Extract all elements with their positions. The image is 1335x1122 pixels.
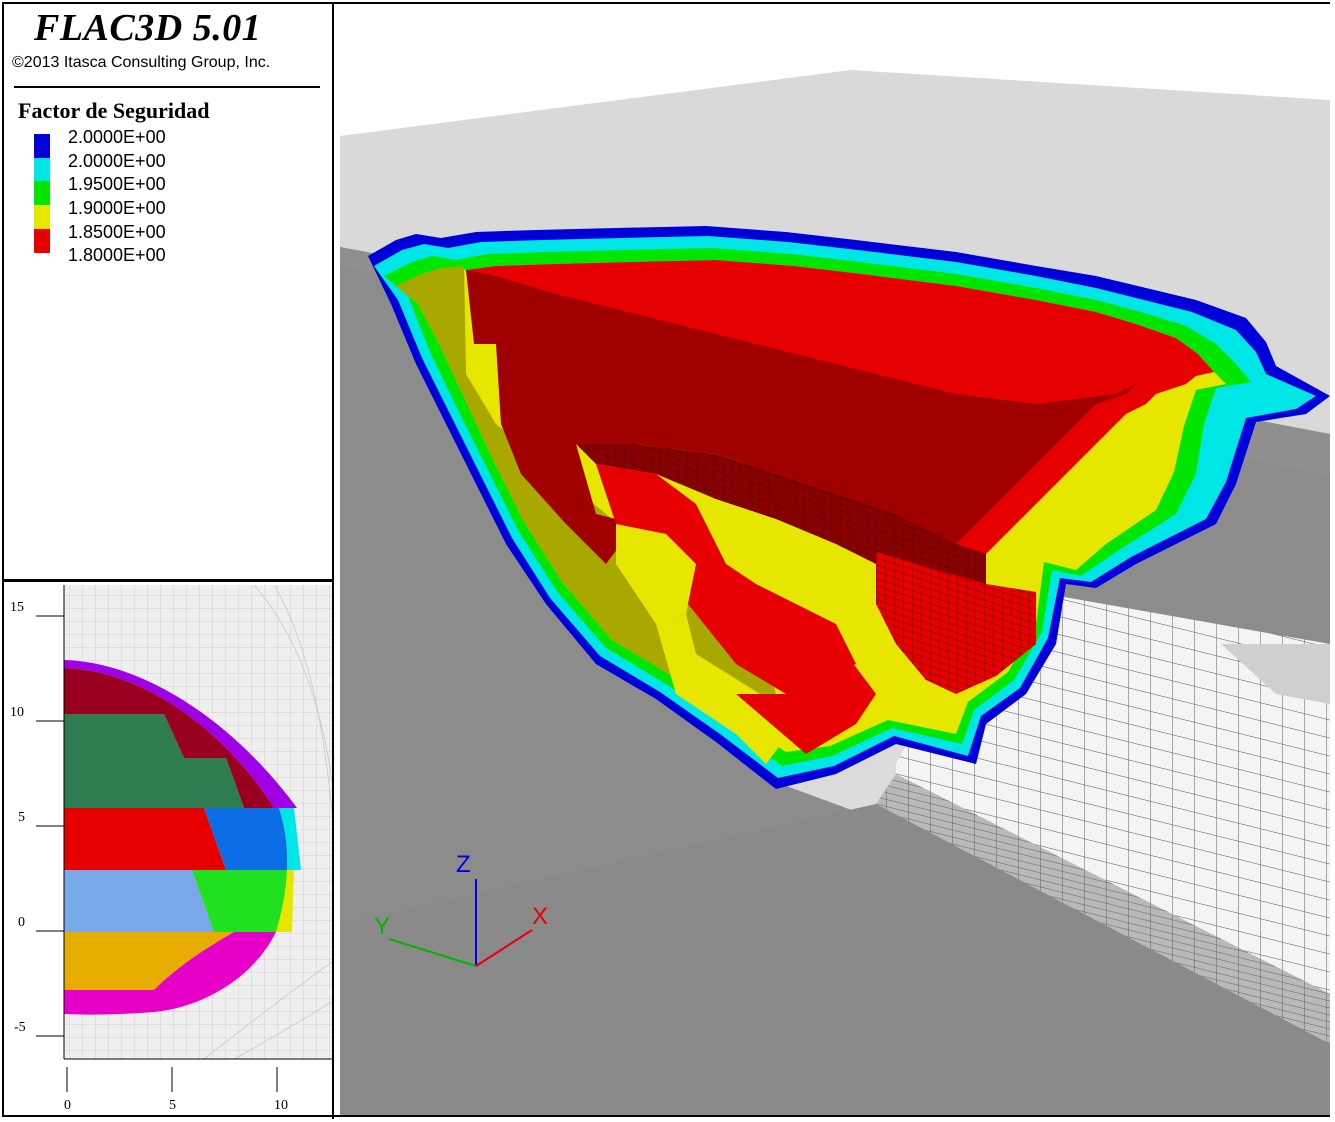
legend-label: 2.0000E+00 — [68, 150, 166, 171]
excavation-section-plot: 15 10 5 0 -5 0 5 10 — [4, 582, 333, 1117]
x-tick-label: 5 — [169, 1098, 176, 1113]
z-axis-label: Z — [456, 851, 471, 878]
excavation-stage-invert — [64, 932, 234, 990]
bench-block-red-lower — [736, 654, 876, 754]
y-tick-label: 0 — [18, 915, 25, 930]
legend-label: 1.8000E+00 — [68, 245, 166, 266]
y-axis-line — [388, 938, 477, 967]
excavation-stage-crown — [64, 668, 274, 808]
legend-label: 1.8500E+00 — [68, 221, 166, 242]
y-tick-label: -5 — [14, 1020, 26, 1035]
x-axis-line — [475, 929, 533, 967]
y-tick-label: 5 — [18, 810, 25, 825]
model-3d-viewport[interactable]: Z Y X — [336, 4, 1330, 1115]
excavation-stage-bench-1 — [64, 808, 226, 870]
legend-label: 2.0000E+00 — [68, 127, 166, 147]
x-axis-label: X — [532, 903, 548, 930]
mesh-line — [253, 584, 333, 783]
mesh-line — [273, 584, 333, 813]
excavation-stage-invert-lining — [64, 932, 276, 1015]
legend-swatch — [34, 228, 50, 253]
excavation-stage-heading — [64, 714, 244, 808]
excavation-stage-sidewall-lining — [279, 808, 301, 870]
inner-excavation-mesh — [576, 444, 986, 624]
bench-block-red — [596, 464, 856, 694]
model-3d-svg: Z Y X — [336, 4, 1330, 1115]
excavation-stage-bench-2 — [64, 870, 214, 932]
legend-swatch — [34, 181, 50, 206]
y-tick-label: 15 — [10, 600, 24, 615]
title-divider — [14, 86, 320, 88]
y-tick-label: 10 — [10, 705, 24, 720]
legend-title: Factor de Seguridad — [18, 98, 210, 123]
tunnel-wall-band-mesh — [876, 774, 1330, 1044]
x-tick-label: 10 — [274, 1098, 288, 1113]
copyright-text: ©2013 Itasca Consulting Group, Inc. — [12, 54, 271, 71]
legend-label: 1.9500E+00 — [68, 174, 166, 195]
legend-swatch — [34, 134, 50, 158]
legend-panel: FLAC3D 5.01 ©2013 Itasca Consulting Grou… — [4, 4, 332, 582]
excavation-stage-bench-2-side — [192, 870, 287, 932]
bench-block-yellow-side — [656, 614, 796, 764]
lower-ground-face — [340, 804, 1330, 1115]
tunnel-crown-shadow — [1221, 644, 1330, 704]
legend-label: 1.9000E+00 — [68, 198, 166, 219]
fos-zone-red-shaded — [466, 270, 1136, 564]
excavation-stage-bench-1-side — [204, 808, 288, 870]
x-tick-label: 0 — [64, 1098, 71, 1113]
mesh-line — [203, 961, 333, 1060]
section-plot-svg: 15 10 5 0 -5 0 5 10 — [10, 584, 333, 1113]
mesh-line — [233, 1001, 333, 1060]
legend-swatch — [34, 157, 50, 182]
bench-block-yellow-top — [616, 524, 696, 624]
left-panel: FLAC3D 5.01 ©2013 Itasca Consulting Grou… — [4, 4, 334, 1119]
legend-swatch — [34, 205, 50, 230]
y-axis-label: Y — [374, 913, 390, 940]
excavation-stage-sidewall-lining-2 — [276, 870, 294, 932]
app-title: FLAC3D 5.01 — [34, 7, 262, 49]
excavation-stage-crown-lining — [64, 660, 297, 808]
tunnel-face-mesh — [876, 552, 1036, 694]
